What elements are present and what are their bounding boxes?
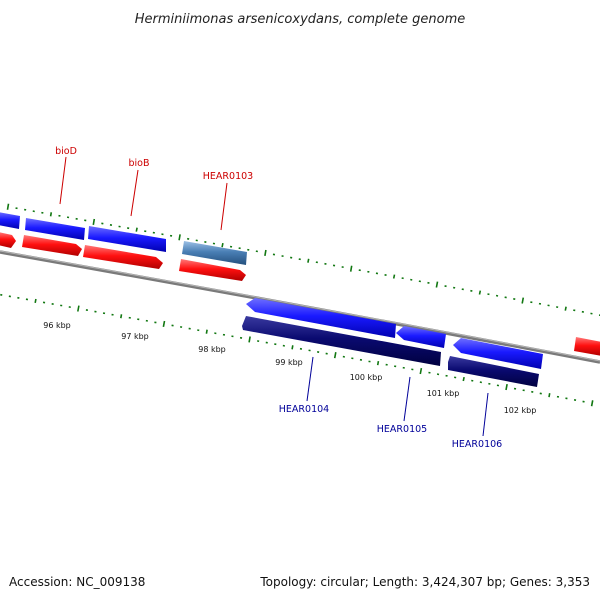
inner-tick-50 [419, 367, 423, 375]
outer-tick-55 [478, 290, 482, 295]
outer-tick-0 [6, 203, 10, 210]
map-title: Herminiimonas arsenicoxydans, complete g… [135, 12, 465, 27]
tick-label-99: 99 kbp [275, 358, 303, 367]
inner-tick-25 [205, 329, 208, 334]
outer-tick-15 [135, 227, 138, 232]
cds-reverse-HEAR0104[interactable] [246, 298, 396, 338]
inner-tick-40 [333, 352, 337, 359]
tick-label-102: 102 kbp [504, 406, 537, 415]
cds-reverse-HEAR0106[interactable] [453, 338, 543, 369]
tick-label-96: 96 kbp [43, 321, 71, 330]
inner-tick-55 [462, 376, 465, 382]
gene-label-HEAR0105[interactable]: HEAR0105 [377, 424, 427, 435]
outer-tick-10 [92, 218, 96, 226]
outer-tick-45 [392, 274, 396, 279]
inner-tick-20 [162, 320, 166, 328]
outer-tick-5 [49, 212, 53, 217]
outer-tick-40 [349, 265, 353, 272]
outer-tick-25 [221, 242, 224, 248]
outer-tick-60 [521, 297, 525, 304]
inner-tick-5 [34, 298, 37, 304]
reverse-strand-features [242, 298, 543, 387]
outer-tick-35 [307, 258, 310, 263]
inner-tick-45 [376, 360, 380, 366]
gene-label-HEAR0103[interactable]: HEAR0103 [203, 171, 253, 182]
cds-forward-bioB[interactable] [88, 226, 166, 252]
gene-label-HEAR0104[interactable]: HEAR0104 [279, 404, 329, 415]
gene-forward-bioB[interactable] [83, 245, 163, 269]
inner-tick-60 [505, 383, 508, 391]
inner-tick-30 [248, 336, 251, 343]
leader-bioB [130, 169, 139, 217]
gene-forward-bioD[interactable] [22, 235, 82, 256]
inner-tick-65 [548, 393, 551, 398]
outer-tick-30 [264, 249, 267, 257]
outer-tick-track [6, 203, 600, 317]
gene-label-bioD[interactable]: bioD [55, 146, 77, 157]
genome-backbone-highlight [0, 250, 600, 362]
forward-strand-features [0, 212, 600, 356]
outer-tick-50 [435, 281, 439, 288]
inner-tick-70 [590, 400, 594, 407]
genome-backbone [0, 250, 600, 364]
inner-tick-35 [291, 345, 294, 350]
cds-forward-1[interactable] [0, 212, 20, 229]
tick-label-98: 98 kbp [198, 345, 226, 354]
tick-label-97: 97 kbp [121, 332, 149, 341]
inner-tick-15 [120, 314, 123, 319]
inner-tick-10 [77, 305, 80, 312]
gene-reverse-HEAR0104[interactable] [242, 316, 441, 366]
accession-text: Accession: NC_009138 [9, 575, 145, 589]
outer-tick-20 [178, 234, 181, 241]
tick-label-101: 101 kbp [427, 389, 460, 398]
gene-forward-1[interactable] [0, 232, 16, 248]
tick-label-100: 100 kbp [350, 373, 383, 382]
gene-forward-right-edge[interactable] [574, 337, 600, 356]
gene-forward-HEAR0103[interactable] [179, 259, 246, 281]
cds-forward-bioD[interactable] [25, 218, 85, 240]
gene-label-bioB[interactable]: bioB [129, 158, 150, 169]
gene-reverse-HEAR0106[interactable] [448, 356, 539, 387]
leader-HEAR0103 [220, 182, 228, 231]
feature-HEAR0103[interactable] [182, 241, 247, 265]
outer-tick-65 [564, 306, 567, 311]
label-leaders [59, 156, 489, 437]
leader-HEAR0105 [403, 376, 411, 422]
leader-bioD [59, 156, 67, 205]
leader-HEAR0106 [482, 392, 489, 437]
genome-summary-text: Topology: circular; Length: 3,424,307 bp… [259, 575, 590, 589]
gene-label-HEAR0106[interactable]: HEAR0106 [452, 439, 502, 450]
leader-HEAR0104 [306, 356, 314, 402]
cds-reverse-HEAR0105[interactable] [396, 326, 446, 348]
inner-tick-track [0, 293, 594, 407]
